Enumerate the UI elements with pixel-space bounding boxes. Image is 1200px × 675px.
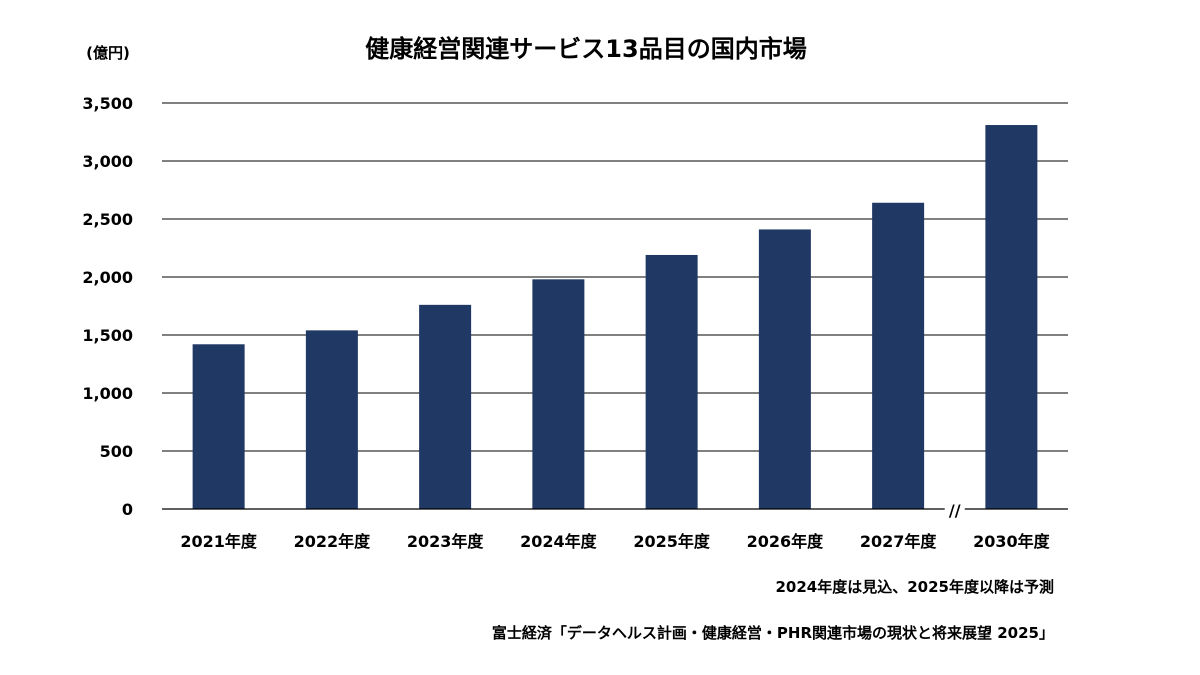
bar (419, 304, 472, 509)
x-category-label: 2024年度 (520, 532, 598, 551)
x-category-label: 2023年度 (407, 532, 485, 551)
bar (192, 344, 245, 509)
axis-break: // (944, 501, 965, 520)
source-note: 富士経済「データヘルス計画・健康経営・PHR関連市場の現状と将来展望 2025」 (492, 624, 1054, 642)
y-tick-label: 500 (100, 442, 133, 461)
bar (645, 254, 698, 509)
axis-break-mark: // (949, 501, 961, 520)
forecast-note: 2024年度は見込、2025年度以降は予測 (776, 578, 1055, 596)
chart-title: 健康経営関連サービス13品目の国内市場 (365, 35, 806, 63)
x-category-label: 2027年度 (860, 532, 938, 551)
y-tick-label: 0 (122, 500, 133, 519)
y-tick-label: 3,500 (82, 94, 133, 113)
x-category-label: 2022年度 (294, 532, 372, 551)
bar (305, 330, 358, 509)
x-category-labels: 2021年度 2022年度 2023年度 2024年度 2025年度 2026年度 2027… (180, 532, 1050, 551)
y-tick-label: 1,000 (82, 384, 133, 403)
y-tick-labels: 0 500 1,000 1,500 2,000 2,500 3,000 3,500 (82, 94, 133, 519)
y-tick-label: 1,500 (82, 326, 133, 345)
x-category-label: 2025年度 (633, 532, 711, 551)
gridlines (162, 102, 1068, 452)
bar (532, 279, 585, 509)
y-tick-label: 3,000 (82, 152, 133, 171)
bars (192, 125, 1038, 509)
y-axis-unit-label: (億円) (86, 44, 130, 62)
bar (985, 125, 1038, 509)
x-category-label: 2030年度 (973, 532, 1051, 551)
x-category-label: 2021年度 (180, 532, 258, 551)
axis-break-gap (944, 506, 965, 512)
bar (872, 202, 925, 509)
y-tick-label: 2,500 (82, 210, 133, 229)
y-tick-label: 2,000 (82, 268, 133, 287)
x-category-label: 2026年度 (747, 532, 825, 551)
bar (758, 229, 811, 509)
